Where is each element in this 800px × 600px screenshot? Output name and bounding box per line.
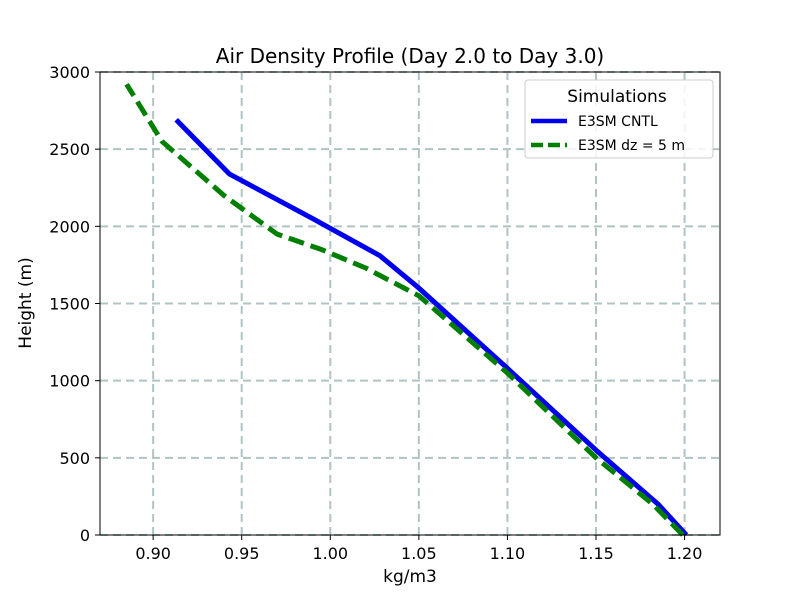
series-line-e3sm-dz5 — [124, 82, 685, 537]
x-tick-label: 0.95 — [224, 544, 260, 563]
axis-ticks: 0.90 0.95 1.00 1.05 1.10 1.15 1.20 0 500 1000 1500… — [49, 63, 702, 563]
series-lines — [124, 82, 689, 537]
legend: Simulations E3SM CNTL E3SM dz = 5 m — [524, 79, 714, 159]
y-tick-label: 1000 — [49, 372, 90, 391]
legend-title: Simulations — [567, 87, 667, 107]
legend-box — [524, 79, 714, 159]
y-tick-label: 500 — [59, 449, 90, 468]
x-tick-label: 0.90 — [135, 544, 171, 563]
y-tick-label: 0 — [80, 526, 90, 545]
x-tick-label: 1.15 — [578, 544, 614, 563]
y-axis-label: Height (m) — [16, 257, 36, 348]
x-tick-label: 1.10 — [490, 544, 526, 563]
y-tick-label: 2500 — [49, 140, 90, 159]
series-line-e3sm-cntl — [174, 118, 689, 537]
legend-label-dz5: E3SM dz = 5 m — [578, 138, 685, 154]
y-tick-label: 1500 — [49, 295, 90, 314]
x-tick-label: 1.00 — [312, 544, 348, 563]
chart-title: Air Density Profile (Day 2.0 to Day 3.0) — [216, 44, 604, 68]
y-tick-label: 3000 — [49, 63, 90, 82]
x-axis-label: kg/m3 — [383, 567, 437, 587]
x-tick-label: 1.05 — [401, 544, 437, 563]
y-tick-label: 2000 — [49, 217, 90, 236]
legend-label-cntl: E3SM CNTL — [578, 114, 658, 130]
x-tick-label: 1.20 — [667, 544, 703, 563]
